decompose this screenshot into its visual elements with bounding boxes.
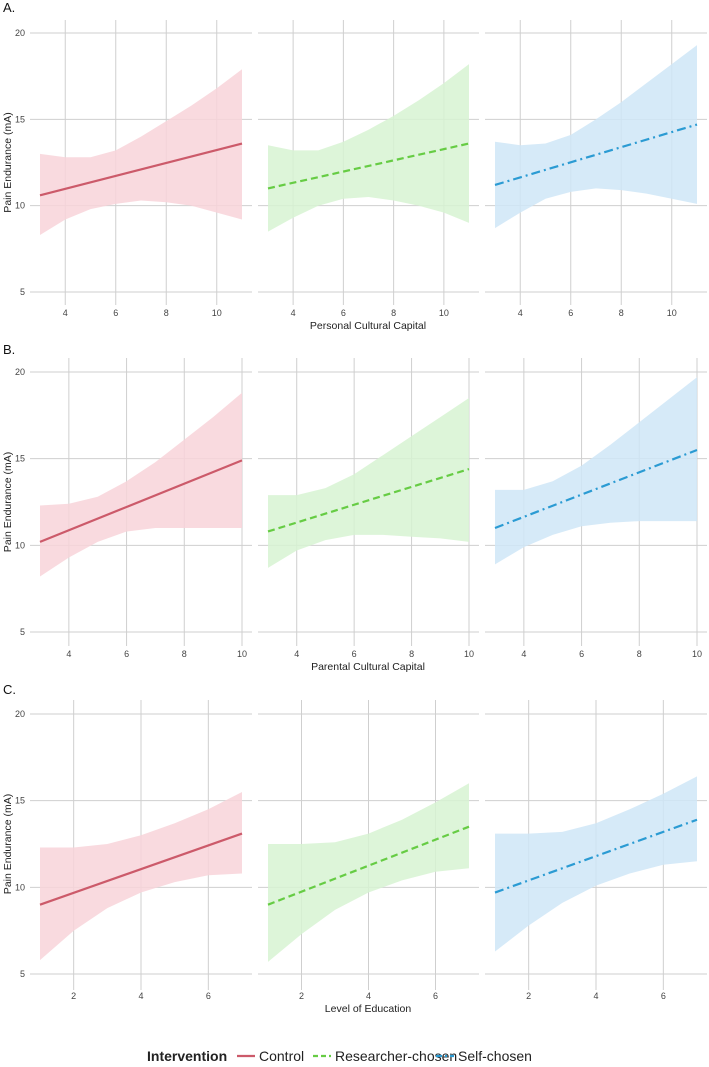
x-tick-label: 10	[212, 308, 222, 318]
x-tick-label: 4	[366, 991, 371, 1001]
legend-label: Control	[259, 1048, 304, 1064]
regression-line	[494, 818, 698, 894]
x-tick-label: 4	[593, 991, 598, 1001]
y-tick-label: 5	[20, 627, 25, 637]
y-tick-label: 10	[15, 540, 25, 550]
legend-label: Researcher-chosen	[335, 1048, 457, 1064]
x-axis-label: Personal Cultural Capital	[310, 320, 426, 332]
x-tick-label: 8	[619, 308, 624, 318]
panel-label: C.	[3, 682, 16, 697]
x-tick-label: 8	[391, 308, 396, 318]
y-axis-label: Pain Endurance (mA)	[2, 452, 14, 552]
regression-line	[39, 142, 243, 197]
x-tick-label: 4	[138, 991, 143, 1001]
y-tick-label: 5	[20, 969, 25, 979]
x-tick-label: 4	[518, 308, 523, 318]
x-tick-label: 6	[579, 649, 584, 659]
confidence-band	[40, 792, 242, 961]
x-tick-label: 4	[521, 649, 526, 659]
x-tick-label: 6	[341, 308, 346, 318]
confidence-band	[495, 377, 697, 565]
regression-line	[267, 142, 470, 190]
y-tick-label: 10	[15, 882, 25, 892]
y-tick-label: 20	[15, 709, 25, 719]
x-tick-label: 10	[692, 649, 702, 659]
x-tick-label: 2	[71, 991, 76, 1001]
x-tick-label: 10	[667, 308, 677, 318]
x-tick-label: 8	[182, 649, 187, 659]
x-tick-label: 6	[124, 649, 129, 659]
y-tick-label: 15	[15, 454, 25, 464]
confidence-band	[495, 45, 697, 229]
x-tick-label: 6	[433, 991, 438, 1001]
regression-line	[267, 825, 470, 906]
y-axis-label: Pain Endurance (mA)	[2, 112, 14, 212]
x-tick-label: 10	[464, 649, 474, 659]
regression-line	[267, 468, 470, 533]
x-tick-label: 4	[294, 649, 299, 659]
regression-line	[39, 459, 243, 543]
legend-title: Intervention	[147, 1048, 227, 1064]
regression-line	[39, 832, 243, 906]
x-tick-label: 4	[66, 649, 71, 659]
panel-label: B.	[3, 342, 15, 357]
x-tick-label: 4	[63, 308, 68, 318]
x-tick-label: 10	[237, 649, 247, 659]
y-tick-label: 15	[15, 114, 25, 124]
y-axis-label: Pain Endurance (mA)	[2, 794, 14, 894]
y-tick-label: 15	[15, 796, 25, 806]
x-axis-label: Parental Cultural Capital	[311, 661, 425, 673]
y-tick-label: 20	[15, 367, 25, 377]
regression-line	[494, 448, 698, 530]
x-tick-label: 10	[439, 308, 449, 318]
x-tick-label: 6	[352, 649, 357, 659]
x-tick-label: 6	[661, 991, 666, 1001]
confidence-band	[40, 69, 242, 235]
confidence-band	[268, 398, 469, 568]
panel-label: A.	[3, 0, 15, 15]
y-tick-label: 10	[15, 201, 25, 211]
x-tick-label: 2	[526, 991, 531, 1001]
y-tick-label: 5	[20, 287, 25, 297]
confidence-band	[268, 64, 469, 232]
y-tick-label: 20	[15, 28, 25, 38]
x-axis-label: Level of Education	[325, 1003, 412, 1015]
x-tick-label: 8	[409, 649, 414, 659]
confidence-band	[495, 776, 697, 952]
x-tick-label: 8	[164, 308, 169, 318]
x-tick-label: 6	[206, 991, 211, 1001]
x-tick-label: 8	[637, 649, 642, 659]
x-tick-label: 6	[113, 308, 118, 318]
x-tick-label: 6	[568, 308, 573, 318]
x-tick-label: 2	[299, 991, 304, 1001]
confidence-band	[40, 392, 242, 577]
x-tick-label: 4	[291, 308, 296, 318]
regression-line	[494, 123, 698, 187]
legend-label: Self-chosen	[458, 1048, 532, 1064]
confidence-band	[268, 783, 469, 962]
